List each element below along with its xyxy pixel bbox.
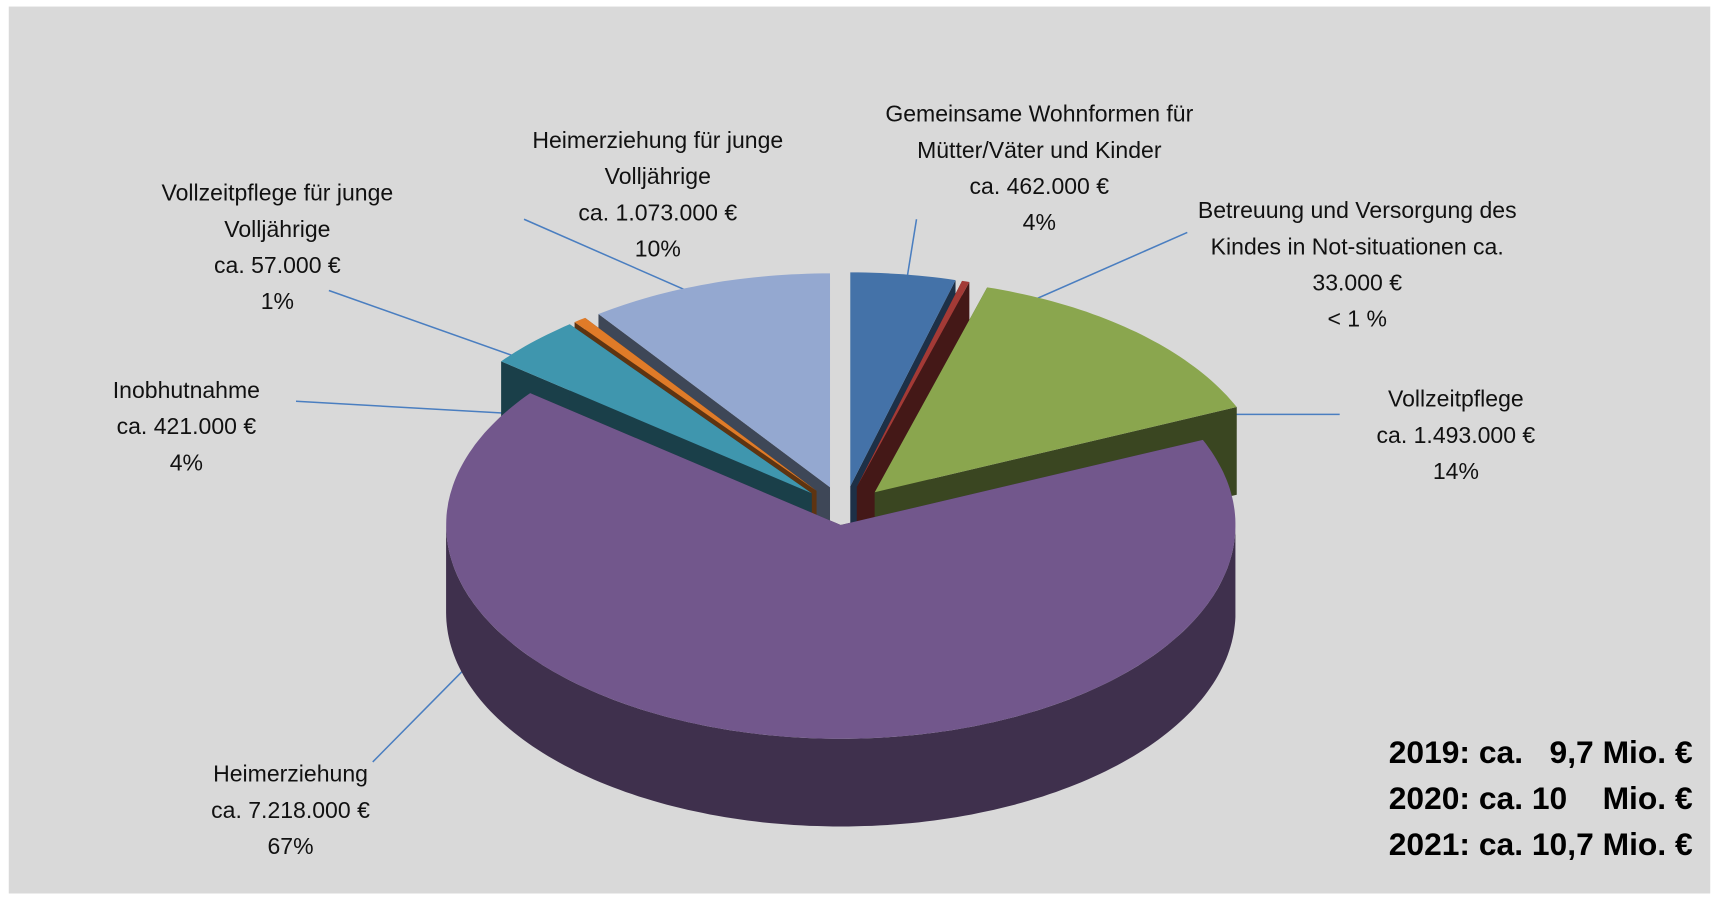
data-label: Inobhutnahme ca. 421.000 € 4% <box>71 373 301 482</box>
data-label: Heimerziehung für junge Volljährige ca. 1… <box>493 123 822 268</box>
leader-line <box>328 289 540 366</box>
percent-label: 1% <box>260 289 294 315</box>
percent-label: 4% <box>1022 210 1056 236</box>
data-label: Vollzeitpflege für junge Volljährige ca. … <box>124 175 431 320</box>
slice <box>856 280 970 487</box>
slice <box>598 273 831 488</box>
slice <box>850 272 956 487</box>
data-label: Gemeinsame Wohnformen für Mütter/Väter u… <box>864 96 1215 241</box>
percent-label: 14% <box>1432 459 1479 485</box>
category-label: Heimerziehung <box>213 761 368 788</box>
value-label: ca. 7.218.000 € <box>211 798 370 824</box>
slice <box>574 317 817 491</box>
slice <box>874 287 1237 493</box>
data-label: Betreuung und Versorgung des Kindes in N… <box>1182 193 1533 338</box>
category-label: Gemeinsame Wohnformen für Mütter/Väter u… <box>885 101 1194 164</box>
data-label: Vollzeitpflege ca. 1.493.000 € 14% <box>1330 382 1582 491</box>
category-label: Betreuung und Versorgung des Kindes in N… <box>1197 198 1517 260</box>
value-label: ca. 33.000 € <box>1312 234 1504 297</box>
slice <box>446 393 1236 739</box>
category-label: Inobhutnahme <box>112 378 260 404</box>
category-label: Vollzeitpflege <box>1388 386 1524 413</box>
data-label: Heimerziehung ca. 7.218.000 € 67% <box>164 756 416 865</box>
value-label: ca. 57.000 € <box>214 253 341 279</box>
percent-label: 67% <box>267 834 314 860</box>
total-line: 2019: ca. 9,7 Mio. € <box>1388 735 1693 771</box>
percent-label: < 1 % <box>1327 306 1387 333</box>
category-label: Heimerziehung für junge Volljährige <box>532 128 784 190</box>
slice-side <box>446 525 1236 827</box>
total-line: 2021: ca. 10,7 Mio. € <box>1388 827 1693 863</box>
value-label: ca. 1.493.000 € <box>1376 423 1536 449</box>
value-label: ca. 462.000 € <box>969 174 1110 200</box>
slice <box>501 324 812 494</box>
category-label: Vollzeitpflege für junge Volljährige <box>161 180 394 243</box>
leader-line <box>295 400 527 416</box>
totals: 2019: ca. 9,7 Mio. € 2020: ca. 10 Mio. € 2… <box>1389 730 1693 868</box>
percent-label: 4% <box>169 450 204 476</box>
value-label: ca. 1.073.000 € <box>578 200 738 226</box>
value-label: ca. 421.000 € <box>116 414 257 440</box>
leader-line <box>372 670 464 763</box>
total-line: 2020: ca. 10 Mio. € <box>1388 781 1693 817</box>
percent-label: 10% <box>634 236 681 263</box>
